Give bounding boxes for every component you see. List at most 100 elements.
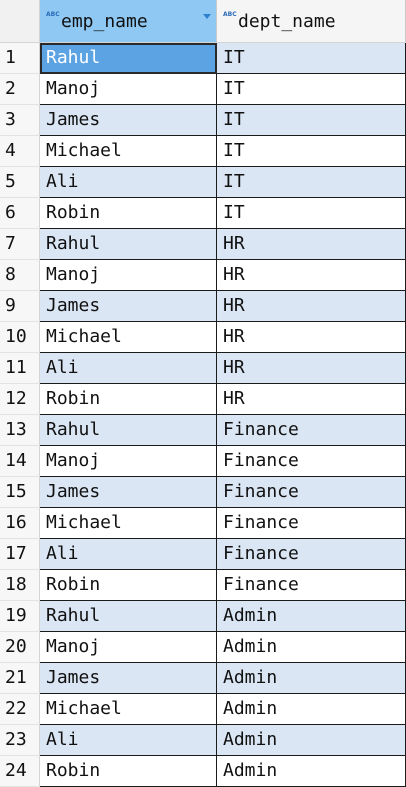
row-number[interactable]: 21: [0, 663, 40, 694]
row-number[interactable]: 7: [0, 229, 40, 260]
cell-emp-name[interactable]: Manoj: [40, 632, 217, 663]
cell-emp-name[interactable]: Ali: [40, 725, 217, 756]
dropdown-arrow-icon[interactable]: [203, 14, 211, 19]
cell-emp-name[interactable]: Ali: [40, 353, 217, 384]
row-number[interactable]: 13: [0, 415, 40, 446]
cell-dept-name[interactable]: Admin: [217, 663, 406, 694]
cell-emp-name[interactable]: Robin: [40, 384, 217, 415]
table-row[interactable]: 21 James Admin: [0, 663, 406, 694]
cell-emp-name[interactable]: Rahul: [40, 43, 217, 74]
cell-dept-name[interactable]: Admin: [217, 601, 406, 632]
table-row[interactable]: 13 Rahul Finance: [0, 415, 406, 446]
row-number[interactable]: 15: [0, 477, 40, 508]
cell-emp-name[interactable]: Rahul: [40, 415, 217, 446]
row-number[interactable]: 5: [0, 167, 40, 198]
cell-emp-name[interactable]: Michael: [40, 694, 217, 725]
table-row[interactable]: 6 Robin IT: [0, 198, 406, 229]
table-row[interactable]: 18 Robin Finance: [0, 570, 406, 601]
cell-dept-name[interactable]: Finance: [217, 570, 406, 601]
row-number[interactable]: 8: [0, 260, 40, 291]
cell-dept-name[interactable]: IT: [217, 167, 406, 198]
cell-emp-name[interactable]: James: [40, 663, 217, 694]
cell-emp-name[interactable]: Manoj: [40, 446, 217, 477]
row-number[interactable]: 19: [0, 601, 40, 632]
table-row[interactable]: 1 Rahul IT: [0, 43, 406, 74]
cell-emp-name[interactable]: Rahul: [40, 601, 217, 632]
row-number[interactable]: 24: [0, 756, 40, 787]
cell-emp-name[interactable]: Manoj: [40, 260, 217, 291]
cell-dept-name[interactable]: HR: [217, 322, 406, 353]
table-row[interactable]: 17 Ali Finance: [0, 539, 406, 570]
table-row[interactable]: 15 James Finance: [0, 477, 406, 508]
row-number[interactable]: 3: [0, 105, 40, 136]
table-row[interactable]: 23 Ali Admin: [0, 725, 406, 756]
cell-emp-name[interactable]: Michael: [40, 508, 217, 539]
cell-dept-name[interactable]: IT: [217, 74, 406, 105]
row-number-header[interactable]: [0, 0, 40, 42]
cell-dept-name[interactable]: HR: [217, 384, 406, 415]
cell-dept-name[interactable]: HR: [217, 291, 406, 322]
cell-dept-name[interactable]: Finance: [217, 446, 406, 477]
table-row[interactable]: 8 Manoj HR: [0, 260, 406, 291]
cell-emp-name[interactable]: James: [40, 291, 217, 322]
row-number[interactable]: 6: [0, 198, 40, 229]
table-row[interactable]: 19 Rahul Admin: [0, 601, 406, 632]
cell-emp-name[interactable]: Robin: [40, 756, 217, 787]
cell-emp-name[interactable]: James: [40, 105, 217, 136]
row-number[interactable]: 9: [0, 291, 40, 322]
row-number[interactable]: 10: [0, 322, 40, 353]
column-header-emp-name[interactable]: ABC emp_name: [40, 0, 217, 42]
table-row[interactable]: 22 Michael Admin: [0, 694, 406, 725]
cell-dept-name[interactable]: Admin: [217, 725, 406, 756]
row-number[interactable]: 16: [0, 508, 40, 539]
cell-dept-name[interactable]: HR: [217, 229, 406, 260]
table-row[interactable]: 16 Michael Finance: [0, 508, 406, 539]
row-number[interactable]: 20: [0, 632, 40, 663]
row-number[interactable]: 22: [0, 694, 40, 725]
cell-dept-name[interactable]: Finance: [217, 508, 406, 539]
cell-emp-name[interactable]: Robin: [40, 570, 217, 601]
table-row[interactable]: 10 Michael HR: [0, 322, 406, 353]
cell-emp-name[interactable]: Michael: [40, 322, 217, 353]
cell-emp-name[interactable]: Michael: [40, 136, 217, 167]
cell-emp-name[interactable]: Ali: [40, 539, 217, 570]
row-number[interactable]: 1: [0, 43, 40, 74]
row-number[interactable]: 12: [0, 384, 40, 415]
row-number[interactable]: 23: [0, 725, 40, 756]
cell-dept-name[interactable]: Finance: [217, 477, 406, 508]
row-number[interactable]: 18: [0, 570, 40, 601]
cell-emp-name[interactable]: James: [40, 477, 217, 508]
row-number[interactable]: 4: [0, 136, 40, 167]
row-number[interactable]: 14: [0, 446, 40, 477]
cell-dept-name[interactable]: IT: [217, 136, 406, 167]
cell-dept-name[interactable]: IT: [217, 43, 406, 74]
row-number[interactable]: 11: [0, 353, 40, 384]
table-row[interactable]: 11 Ali HR: [0, 353, 406, 384]
table-row[interactable]: 5 Ali IT: [0, 167, 406, 198]
table-row[interactable]: 12 Robin HR: [0, 384, 406, 415]
table-row[interactable]: 24 Robin Admin: [0, 756, 406, 787]
cell-dept-name[interactable]: HR: [217, 353, 406, 384]
cell-dept-name[interactable]: IT: [217, 105, 406, 136]
table-row[interactable]: 20 Manoj Admin: [0, 632, 406, 663]
table-row[interactable]: 3 James IT: [0, 105, 406, 136]
cell-emp-name[interactable]: Rahul: [40, 229, 217, 260]
table-row[interactable]: 9 James HR: [0, 291, 406, 322]
cell-dept-name[interactable]: Finance: [217, 415, 406, 446]
table-row[interactable]: 7 Rahul HR: [0, 229, 406, 260]
cell-emp-name[interactable]: Ali: [40, 167, 217, 198]
column-header-dept-name[interactable]: ABC dept_name: [217, 0, 406, 42]
cell-dept-name[interactable]: Admin: [217, 756, 406, 787]
table-row[interactable]: 4 Michael IT: [0, 136, 406, 167]
row-number[interactable]: 2: [0, 74, 40, 105]
table-row[interactable]: 14 Manoj Finance: [0, 446, 406, 477]
table-row[interactable]: 2 Manoj IT: [0, 74, 406, 105]
cell-dept-name[interactable]: Admin: [217, 694, 406, 725]
cell-dept-name[interactable]: Admin: [217, 632, 406, 663]
row-number[interactable]: 17: [0, 539, 40, 570]
cell-emp-name[interactable]: Manoj: [40, 74, 217, 105]
cell-dept-name[interactable]: IT: [217, 198, 406, 229]
cell-emp-name[interactable]: Robin: [40, 198, 217, 229]
cell-dept-name[interactable]: HR: [217, 260, 406, 291]
cell-dept-name[interactable]: Finance: [217, 539, 406, 570]
